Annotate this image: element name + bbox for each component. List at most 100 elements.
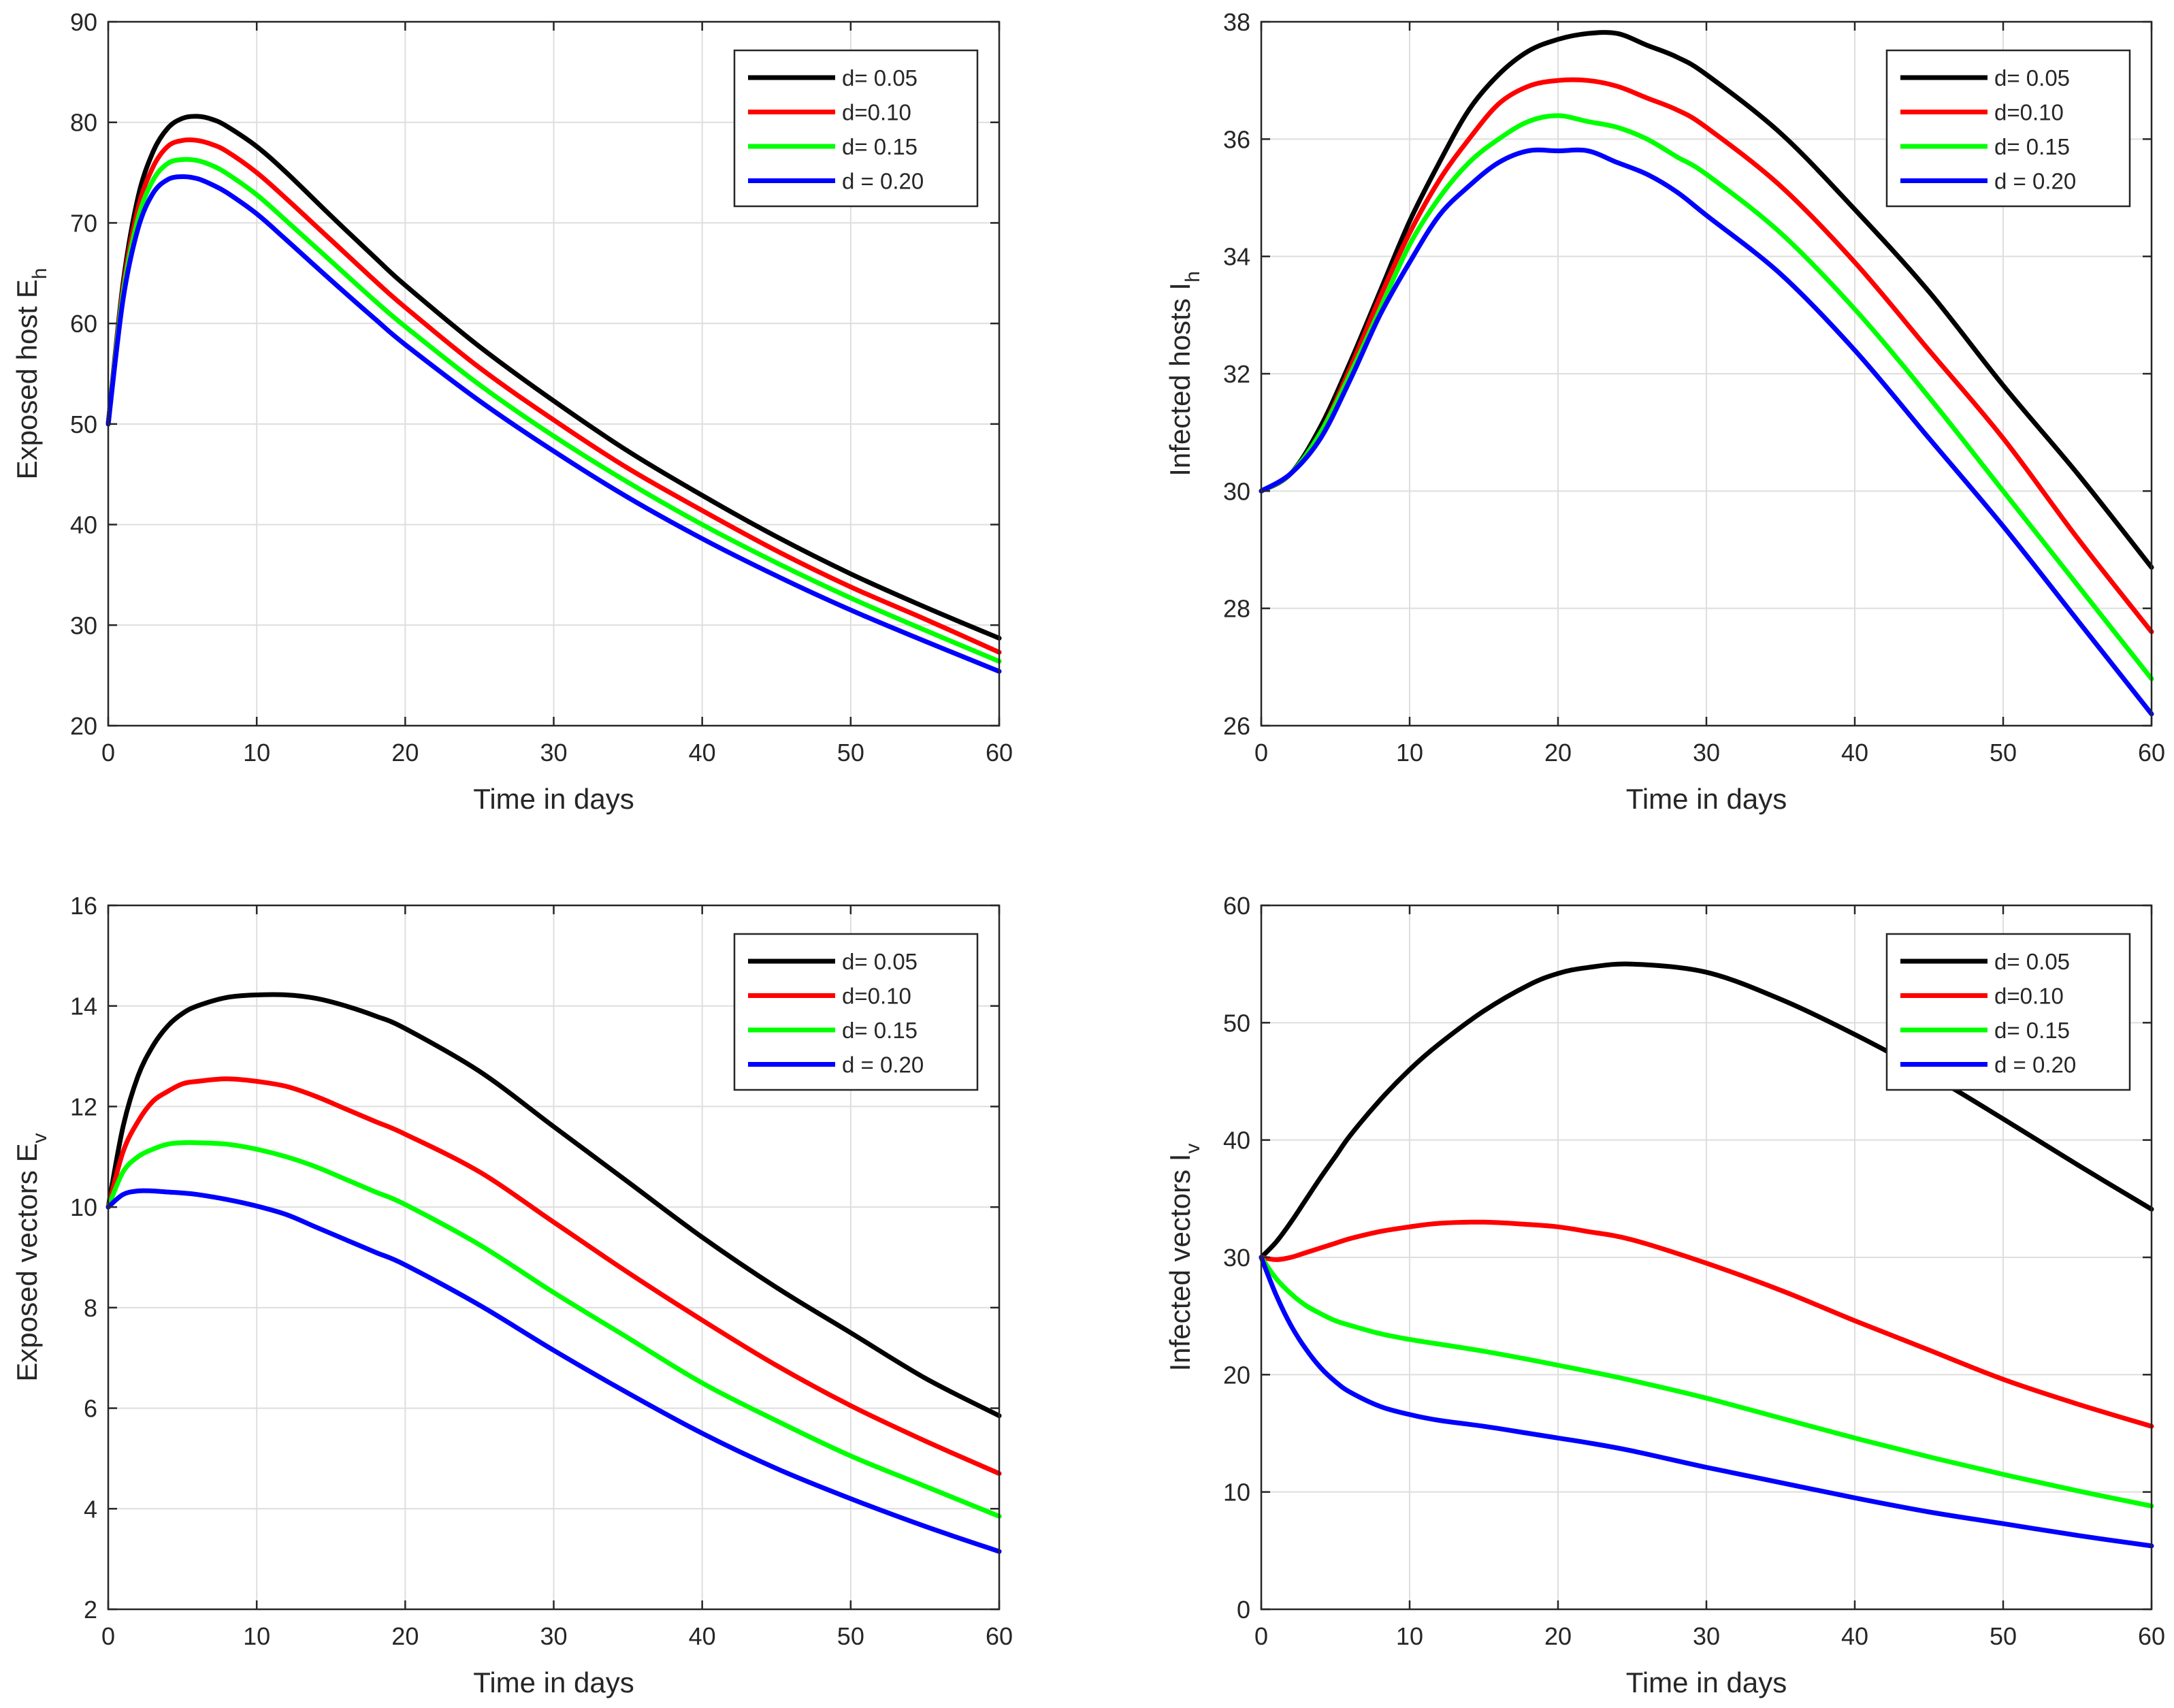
- x-tick-label: 50: [1990, 739, 2017, 767]
- y-tick-label: 60: [1223, 892, 1250, 920]
- y-tick-label: 60: [70, 310, 97, 338]
- legend-label-1: d= 0.05: [1994, 65, 2070, 91]
- legend-label-1: d= 0.05: [842, 949, 918, 974]
- y-axis-label-main: Infected vectors I: [1164, 1154, 1196, 1372]
- x-tick-label: 40: [1841, 1622, 1868, 1650]
- legend-label-3: d= 0.15: [1994, 1018, 2070, 1043]
- y-tick-label: 28: [1223, 595, 1250, 623]
- legend: d= 0.05 d=0.10 d= 0.15 d = 0.20: [1885, 933, 2131, 1091]
- y-axis-label: Exposed vectors Ev: [11, 1133, 51, 1381]
- y-tick-label: 50: [1223, 1009, 1250, 1037]
- x-tick-label: 50: [837, 739, 864, 767]
- legend-label-1: d= 0.05: [1994, 949, 2070, 974]
- series-line-4: [1259, 147, 2154, 717]
- series-line-4: [106, 1188, 1002, 1554]
- y-tick-label: 14: [70, 993, 97, 1020]
- chart-panel-4: 0 10 20 30 40 50 60 0 10 20 30 40 50 60 Time in days In…: [1164, 892, 2165, 1698]
- y-axis-label: Exposed host Eh: [11, 268, 51, 480]
- y-tick-label: 50: [70, 410, 97, 438]
- x-tick-label: 60: [2138, 739, 2165, 767]
- series-line-3: [1259, 1255, 2154, 1509]
- y-tick-label: 4: [84, 1495, 97, 1523]
- y-axis-label-main: Infected hosts I: [1164, 283, 1196, 477]
- y-tick-label: 40: [1223, 1127, 1250, 1155]
- legend-label-3: d= 0.15: [1994, 134, 2070, 159]
- y-axis-label-main: Exposed host E: [11, 279, 43, 479]
- x-tick-label: 20: [1544, 1622, 1572, 1650]
- legend-label-1: d= 0.05: [842, 65, 918, 91]
- y-tick-label: 90: [70, 8, 97, 36]
- x-tick-label: 50: [1990, 1622, 2017, 1650]
- x-tick-label: 30: [540, 1622, 567, 1650]
- x-tick-label: 60: [986, 739, 1013, 767]
- series-line-4: [106, 174, 1002, 674]
- y-tick-label: 26: [1223, 712, 1250, 740]
- y-tick-label: 40: [70, 511, 97, 539]
- series-line-2: [106, 137, 1002, 655]
- y-tick-label: 20: [1223, 1361, 1250, 1389]
- y-tick-label: 16: [70, 892, 97, 920]
- legend: d= 0.05 d=0.10 d= 0.15 d = 0.20: [733, 49, 979, 208]
- legend: d= 0.05 d=0.10 d= 0.15 d = 0.20: [733, 933, 979, 1091]
- series-line-2: [1259, 77, 2154, 634]
- legend-label-4: d = 0.20: [842, 169, 924, 194]
- y-tick-label: 80: [70, 109, 97, 137]
- y-tick-label: 20: [70, 712, 97, 740]
- x-tick-label: 40: [689, 1622, 716, 1650]
- x-tick-label: 40: [689, 739, 716, 767]
- series-line-2: [1259, 1219, 2154, 1429]
- y-tick-label: 6: [84, 1395, 97, 1423]
- legend-label-2: d=0.10: [1994, 100, 2064, 125]
- x-tick-label: 10: [1396, 1622, 1423, 1650]
- y-axis-label-main: Exposed vectors E: [11, 1143, 43, 1381]
- x-tick-label: 20: [1544, 739, 1572, 767]
- x-tick-label: 30: [540, 739, 567, 767]
- series-line-4: [1259, 1255, 2154, 1549]
- y-axis-label-subscript: h: [29, 268, 51, 280]
- x-axis-label: Time in days: [473, 1666, 634, 1698]
- legend-label-4: d = 0.20: [1994, 1052, 2076, 1078]
- chart-panel-3: 0 10 20 30 40 50 60 2 4 6 8 10 12 14 16 Time in days Exp…: [11, 892, 1013, 1698]
- x-axis-label: Time in days: [1626, 1666, 1787, 1698]
- y-axis-label: Infected vectors Iv: [1164, 1144, 1204, 1372]
- chart-panel-1: 0 10 20 30 40 50 60 20 30 40 50 60 70 80 90 Time in day…: [11, 8, 1013, 815]
- x-axis-label: Time in days: [1626, 783, 1787, 815]
- x-tick-label: 60: [2138, 1622, 2165, 1650]
- x-tick-label: 10: [1396, 739, 1423, 767]
- chart-panel-2: 0 10 20 30 40 50 60 26 28 30 32 34 36 38 Time in days I…: [1164, 8, 2165, 815]
- x-tick-label: 0: [101, 1622, 115, 1650]
- y-tick-label: 12: [70, 1093, 97, 1121]
- x-tick-label: 40: [1841, 739, 1868, 767]
- x-tick-label: 0: [101, 739, 115, 767]
- x-tick-label: 60: [986, 1622, 1013, 1650]
- y-tick-label: 36: [1223, 125, 1250, 153]
- y-tick-label: 30: [1223, 1244, 1250, 1272]
- y-tick-label: 30: [1223, 477, 1250, 505]
- y-tick-label: 8: [84, 1294, 97, 1322]
- y-axis-label-subscript: h: [1182, 271, 1204, 283]
- y-tick-label: 70: [70, 209, 97, 237]
- y-tick-label: 10: [70, 1193, 97, 1221]
- y-tick-label: 2: [84, 1596, 97, 1624]
- y-tick-label: 10: [1223, 1479, 1250, 1506]
- x-tick-label: 30: [1693, 1622, 1720, 1650]
- y-tick-label: 30: [70, 611, 97, 639]
- y-tick-label: 34: [1223, 243, 1250, 271]
- x-axis-label: Time in days: [473, 783, 634, 815]
- y-axis-label-subscript: v: [29, 1133, 51, 1143]
- x-tick-label: 30: [1693, 739, 1720, 767]
- series-line-3: [106, 1140, 1002, 1519]
- x-tick-label: 10: [243, 739, 270, 767]
- legend-label-2: d=0.10: [842, 984, 911, 1009]
- y-tick-label: 38: [1223, 8, 1250, 36]
- series-line-3: [106, 157, 1002, 664]
- legend: d= 0.05 d=0.10 d= 0.15 d = 0.20: [1885, 49, 2131, 208]
- x-tick-label: 0: [1254, 1622, 1268, 1650]
- series-line-2: [106, 1076, 1002, 1477]
- y-axis-label-subscript: v: [1182, 1144, 1204, 1154]
- series-line-1: [106, 992, 1002, 1419]
- legend-label-2: d=0.10: [842, 100, 911, 125]
- legend-label-4: d = 0.20: [842, 1052, 924, 1078]
- legend-label-2: d=0.10: [1994, 984, 2064, 1009]
